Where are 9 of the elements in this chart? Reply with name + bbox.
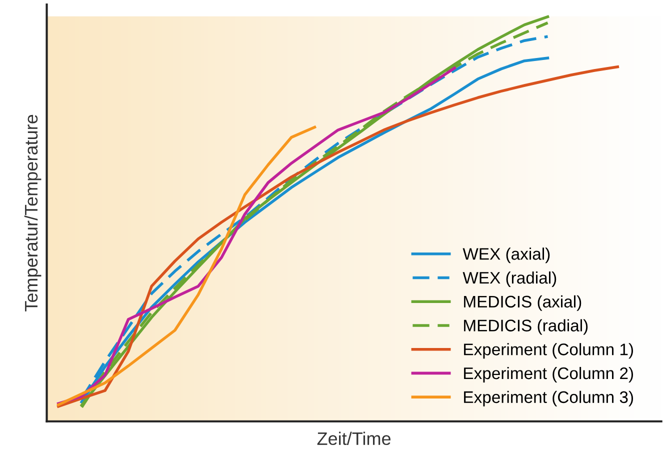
legend-label: Experiment (Column 3): [464, 390, 634, 406]
legend-label: WEX (axial): [462, 248, 550, 264]
legend-label: Experiment (Column 1): [464, 343, 634, 359]
y-axis-title: Temperatur/Temperature: [24, 114, 42, 312]
legend-label: WEX (radial): [462, 271, 556, 288]
legend-label: MEDICIS (radial): [464, 319, 588, 335]
legend-label: Experiment (Column 2): [464, 366, 634, 382]
x-axis-title: Zeit/Time: [317, 432, 391, 446]
legend-label: MEDICIS (axial): [464, 295, 582, 311]
